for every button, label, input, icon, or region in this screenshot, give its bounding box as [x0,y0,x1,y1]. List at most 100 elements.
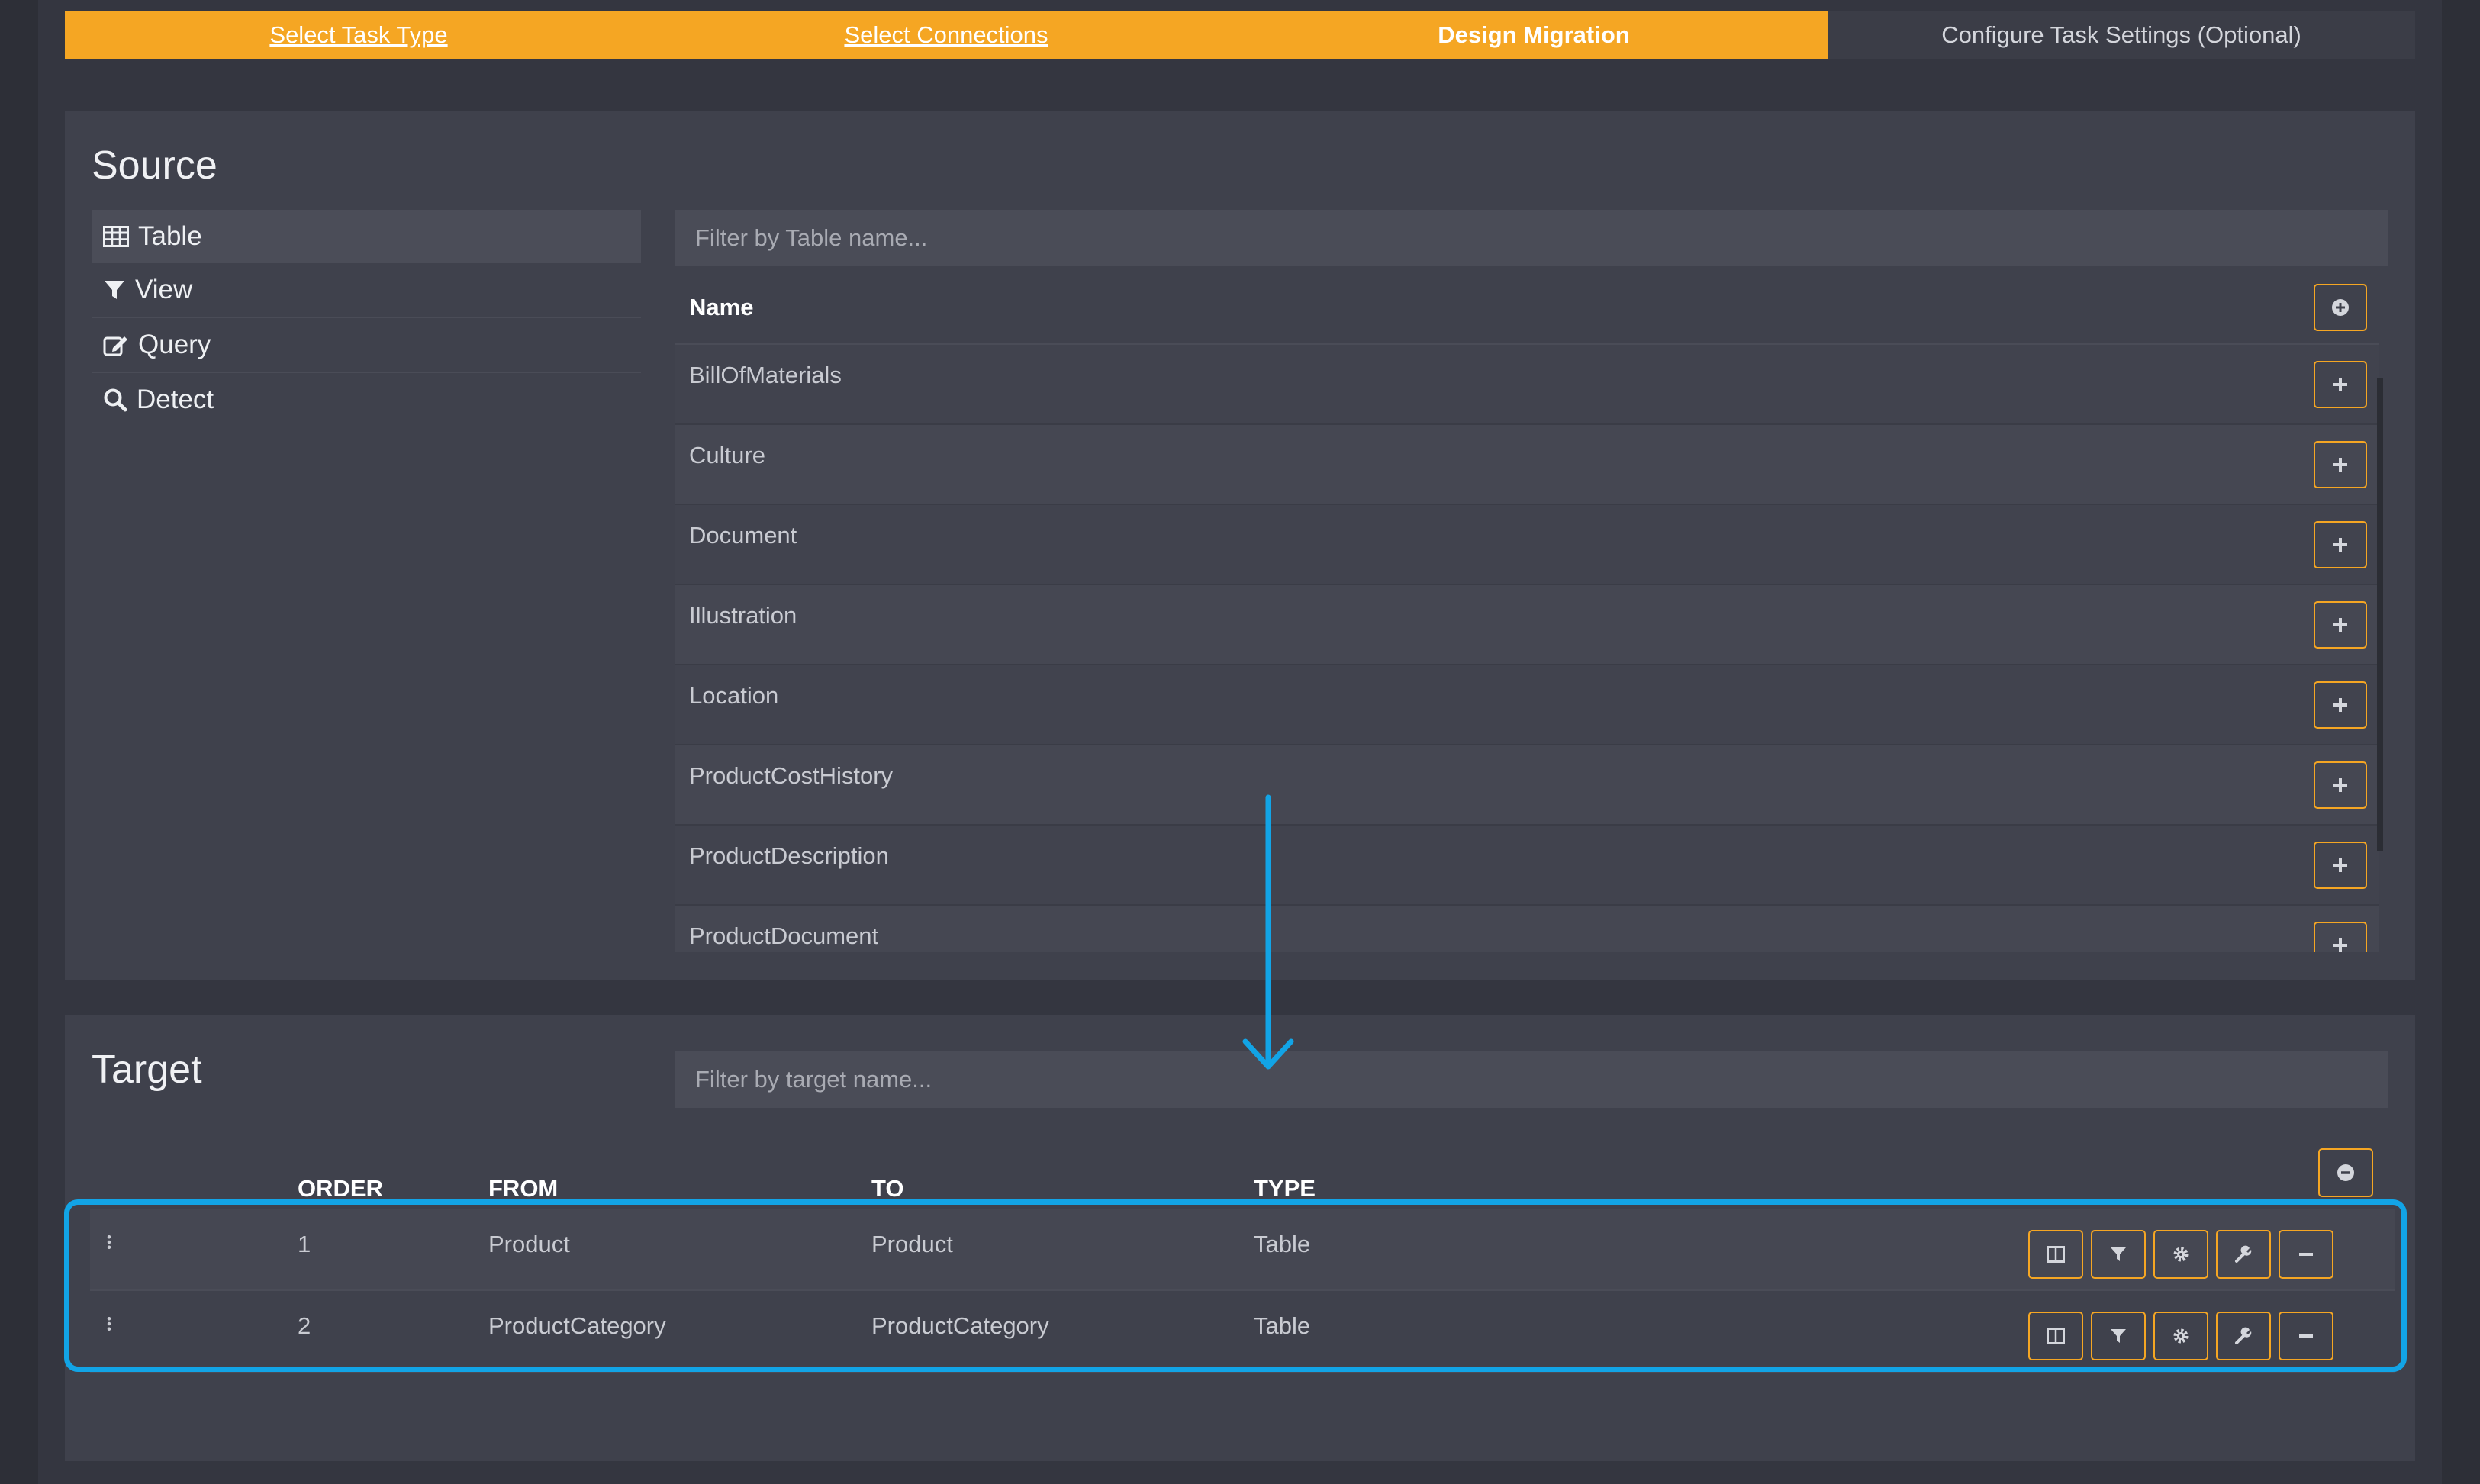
drag-handle-icon[interactable] [107,1314,111,1334]
step-configure-task-settings[interactable]: Configure Task Settings (Optional) [1828,11,2415,59]
plus-circle-icon [2332,298,2349,316]
column-header-from: FROM [488,1175,559,1202]
table-name: ProductDocument [689,922,879,949]
wrench-icon [2235,1245,2252,1263]
plus-icon [2333,377,2347,391]
nav-item-label: Detect [137,385,214,414]
plus-icon [2333,617,2347,632]
table-name: BillOfMaterials [689,361,842,388]
table-row: Document [675,505,2379,585]
plus-icon [2333,457,2347,472]
columns-icon [2047,1246,2065,1263]
add-table-button[interactable] [2314,520,2367,568]
add-table-button[interactable] [2314,600,2367,649]
source-type-nav: Table View Query Detect [92,210,641,427]
minus-icon [2299,1334,2313,1338]
nav-item-label: Table [138,221,202,251]
search-icon [104,388,127,412]
add-table-button[interactable] [2314,841,2367,889]
plus-icon [2333,777,2347,792]
row-order: 2 [298,1312,311,1339]
settings-button[interactable] [2153,1312,2208,1360]
drag-handle-icon[interactable] [107,1232,111,1252]
table-name: ProductCostHistory [689,761,894,789]
table-row: 1 Product Product Table [90,1209,2395,1291]
gear-icon [2173,1247,2189,1262]
nav-item-detect[interactable]: Detect [92,373,641,427]
source-table-body: BillOfMaterials Culture Document Illustr… [675,345,2379,952]
source-table: Name BillOfMaterials Culture Document Il… [675,271,2379,952]
settings-button[interactable] [2153,1230,2208,1279]
source-filter-input[interactable] [675,210,2388,266]
filter-icon [105,281,124,299]
table-row: ProductCostHistory [675,745,2379,826]
table-row: Illustration [675,585,2379,665]
add-table-button[interactable] [2314,360,2367,408]
minus-icon [2299,1253,2313,1256]
add-table-button[interactable] [2314,921,2367,952]
row-from: Product [488,1231,570,1257]
table-name: Location [689,681,779,709]
table-row: Location [675,665,2379,745]
source-title: Source [92,143,217,188]
filter-button[interactable] [2091,1312,2146,1360]
row-actions [2028,1230,2333,1279]
filter-icon [2111,1247,2126,1261]
add-all-button[interactable] [2314,283,2367,331]
row-type: Table [1254,1312,1311,1339]
target-table-body: 1 Product Product Table 2 ProductCategor… [90,1209,2395,1373]
nav-item-view[interactable]: View [92,263,641,318]
filter-icon [2111,1329,2126,1343]
row-to: Product [871,1231,953,1257]
plus-icon [2333,858,2347,872]
remove-all-button[interactable] [2318,1148,2373,1197]
table-row: ProductDescription [675,826,2379,906]
nav-item-table[interactable]: Table [92,210,641,263]
step-select-connections[interactable]: Select Connections [652,11,1240,59]
table-row: ProductDocument [675,906,2379,952]
columns-button[interactable] [2028,1230,2083,1279]
target-title: Target [92,1048,202,1092]
target-panel: Target ORDER FROM TO TYPE 1 Product Prod… [65,1015,2415,1461]
source-panel: Source Table View Query [65,111,2415,980]
column-header-order: ORDER [298,1175,383,1202]
annotation-arrow-icon [1242,794,1294,1070]
add-table-button[interactable] [2314,681,2367,729]
wrench-icon [2235,1327,2252,1344]
step-design-migration[interactable]: Design Migration [1240,11,1828,59]
column-header-type: TYPE [1254,1175,1316,1202]
source-table-scrollbar[interactable] [2377,378,2383,851]
row-order: 1 [298,1231,311,1257]
table-name: Document [689,521,797,549]
table-row: BillOfMaterials [675,345,2379,425]
plus-icon [2333,938,2347,952]
add-table-button[interactable] [2314,440,2367,488]
table-name: ProductDescription [689,842,889,869]
remove-row-button[interactable] [2279,1312,2333,1360]
minus-circle-icon [2337,1164,2354,1181]
table-name: Culture [689,441,765,468]
gear-icon [2173,1328,2189,1344]
target-filter-input[interactable] [675,1051,2388,1108]
row-to: ProductCategory [871,1312,1049,1339]
target-table-header: ORDER FROM TO TYPE [65,1148,2415,1202]
add-table-button[interactable] [2314,761,2367,809]
nav-item-label: Query [138,330,211,359]
nav-item-label: View [135,275,193,304]
nav-item-query[interactable]: Query [92,318,641,373]
table-row: 2 ProductCategory ProductCategory Table [90,1291,2395,1373]
plus-icon [2333,697,2347,712]
mapping-button[interactable] [2216,1312,2271,1360]
remove-row-button[interactable] [2279,1230,2333,1279]
plus-icon [2333,537,2347,552]
row-from: ProductCategory [488,1312,666,1339]
wizard-steps: Select Task Type Select Connections Desi… [65,11,2415,59]
mapping-button[interactable] [2216,1230,2271,1279]
columns-button[interactable] [2028,1312,2083,1360]
table-name: Illustration [689,601,797,629]
row-actions [2028,1312,2333,1360]
step-select-task-type[interactable]: Select Task Type [65,11,652,59]
columns-icon [2047,1328,2065,1344]
filter-button[interactable] [2091,1230,2146,1279]
column-header-name: Name [689,293,754,320]
